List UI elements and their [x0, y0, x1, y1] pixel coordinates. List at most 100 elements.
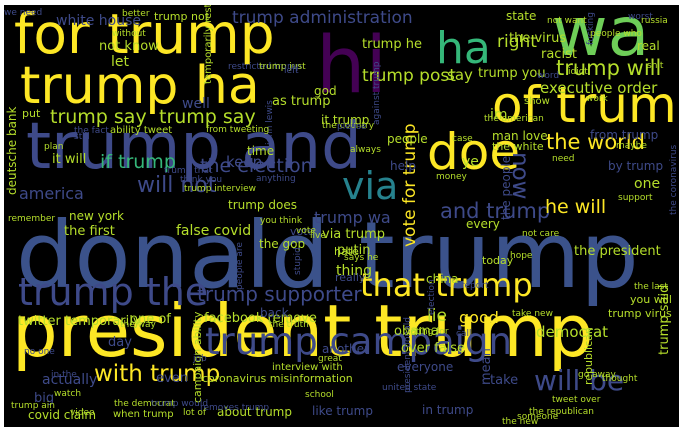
word: man love [492, 129, 548, 143]
word: someone [517, 412, 559, 422]
word: great [318, 354, 342, 364]
word: the american [484, 114, 544, 124]
word: need [552, 154, 575, 164]
word: in the [51, 370, 77, 380]
word: via trump [322, 227, 386, 242]
word: trump ain [11, 401, 55, 411]
word: russia [641, 16, 668, 26]
word: school [305, 390, 334, 400]
word: left [284, 66, 299, 76]
word: covid claim [28, 408, 97, 422]
word: democrat [536, 323, 609, 341]
word: removes trump [200, 403, 270, 413]
word: case [452, 134, 473, 144]
word: people are [235, 242, 245, 290]
word: if trump [100, 151, 176, 173]
word: maybe [616, 141, 647, 151]
word: time [247, 144, 275, 158]
word: anything [256, 174, 296, 184]
word: you will [630, 293, 672, 306]
word: still [74, 132, 90, 142]
word: im [490, 107, 508, 123]
word: one of [130, 312, 171, 327]
word: state [506, 9, 537, 23]
word: trump administration [232, 8, 413, 28]
word: deutsche bank [5, 106, 19, 196]
word: the election [200, 155, 313, 177]
word: from trump [590, 128, 659, 142]
word: trump would [151, 399, 209, 409]
word: the world [546, 130, 645, 154]
word: people who [590, 29, 642, 39]
word: support [618, 193, 653, 203]
word: of trump [492, 76, 679, 134]
word: says he [344, 253, 379, 263]
word: trump the [18, 270, 209, 314]
word: without [112, 29, 146, 39]
word: job [193, 354, 207, 364]
word: well [182, 96, 210, 112]
word: false covid [176, 223, 252, 239]
word: executive order [540, 79, 658, 97]
word: in trump [422, 403, 474, 417]
word: mean [479, 348, 494, 385]
word: trump say [159, 106, 256, 128]
word: the virus [509, 31, 567, 46]
word: another [322, 342, 369, 356]
word: trump he [362, 37, 422, 52]
word: call [456, 329, 472, 339]
word: even [156, 371, 188, 386]
word: trump campaign [205, 320, 512, 363]
word: from tweeting [206, 125, 270, 135]
word: the people [499, 155, 513, 220]
word: white house [56, 13, 141, 29]
word: ye [462, 154, 479, 170]
word: restricted trump [228, 62, 302, 72]
word: trump and [26, 110, 362, 184]
word: vote [296, 226, 316, 236]
word: thought [602, 374, 638, 384]
word: by trump [608, 159, 664, 173]
word: interview with [272, 362, 343, 373]
word: work [586, 94, 608, 104]
word: hi [316, 21, 388, 111]
word: stupid [293, 247, 303, 275]
word: word [537, 71, 560, 81]
word-cloud: donald trump president trump trump and f… [4, 5, 679, 427]
word: ha [436, 23, 491, 74]
word: president trump [12, 289, 594, 373]
word: idiot [568, 67, 588, 77]
word: coronavirus misinformation [202, 372, 353, 385]
word: actually [42, 372, 98, 388]
word: the coronavirus [669, 144, 679, 215]
word: take new [512, 309, 553, 319]
word: donald trump [16, 202, 639, 309]
word: watch [54, 389, 82, 399]
word: trump say [50, 106, 147, 128]
word: right [497, 32, 537, 52]
word: not know [99, 39, 159, 54]
word: ability tweet [110, 125, 173, 136]
word: over false [401, 341, 466, 356]
word: trump post [362, 66, 456, 86]
word: please [337, 122, 367, 132]
word: the republican [529, 407, 594, 417]
word: keep [226, 153, 263, 171]
word: against trump [372, 61, 382, 125]
word: lot of [183, 408, 207, 418]
word: one [634, 176, 661, 192]
word: racist [541, 47, 577, 62]
word: for trump [14, 5, 275, 66]
word: twitter temporarily [18, 314, 141, 329]
word: really [335, 271, 366, 284]
word: and trump [440, 199, 551, 223]
word: the way [120, 320, 156, 330]
word: wa [552, 5, 650, 72]
word: temporarily restricted [203, 5, 214, 84]
word: video [70, 408, 95, 418]
word: no one [24, 347, 55, 357]
word: trump just [259, 62, 306, 72]
word: the first [64, 224, 115, 239]
word: it will [52, 152, 87, 167]
